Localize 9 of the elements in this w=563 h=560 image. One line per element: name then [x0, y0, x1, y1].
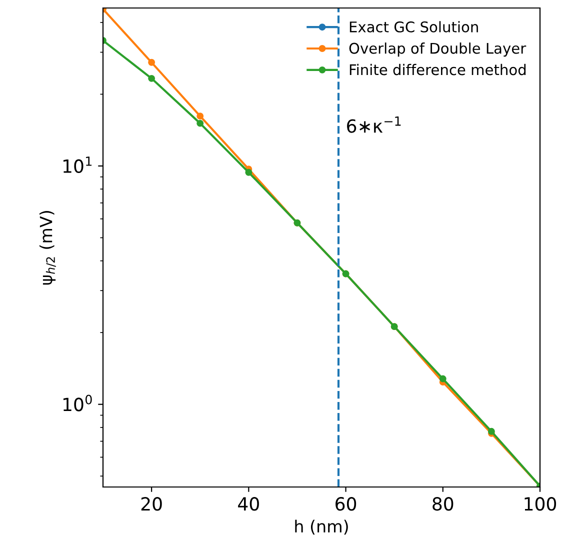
x-tick-label: 40 [238, 497, 259, 511]
y-tick-label: 10$^{1}$ [63, 156, 92, 173]
x-tick-label: 60 [336, 497, 356, 511]
x-tick-label: 100 [524, 497, 556, 511]
x-tick-label: 20 [141, 497, 162, 511]
x-tick-label: 80 [432, 497, 454, 511]
x-axis-title: h (nm) [295, 520, 348, 535]
y-axis-title: ψ$_{h/2}$ (mV) [39, 211, 56, 285]
y-tick-label: 10$^{0}$ [63, 394, 92, 412]
